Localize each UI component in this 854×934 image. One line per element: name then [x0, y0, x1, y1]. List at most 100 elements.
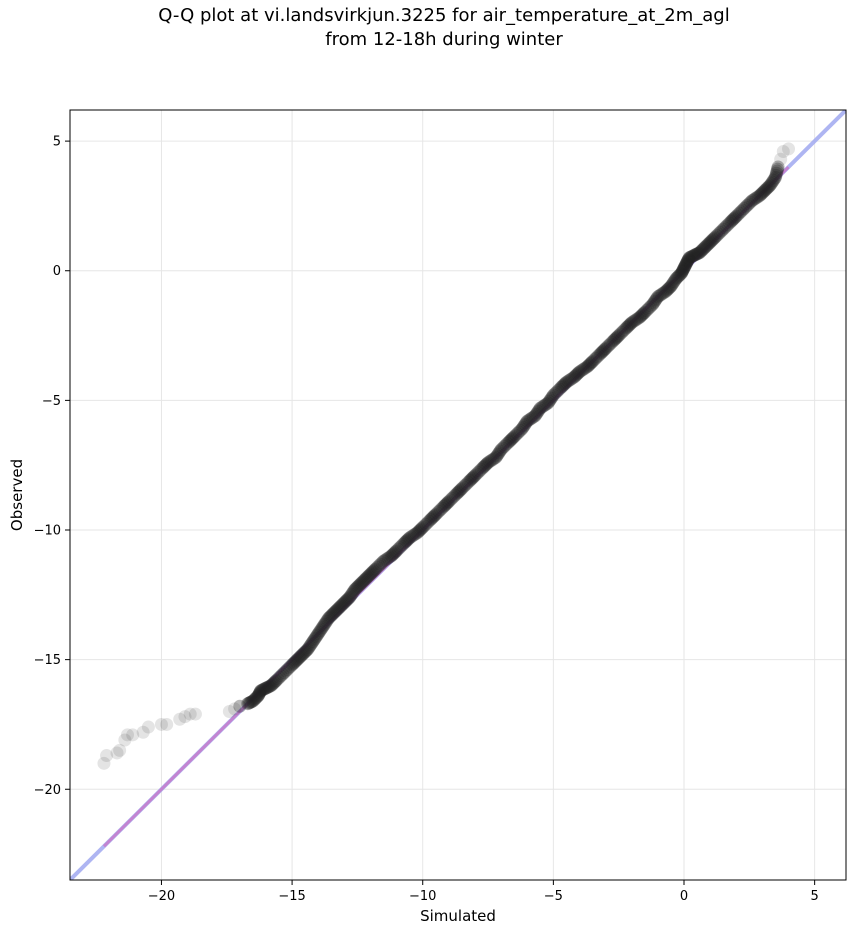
data-point	[433, 503, 447, 517]
data-point	[310, 628, 324, 642]
data-point	[438, 499, 452, 513]
data-point	[536, 399, 550, 413]
data-point	[293, 650, 307, 664]
data-point	[502, 435, 516, 449]
data-point	[602, 338, 616, 352]
data-point	[620, 321, 634, 335]
data-point	[419, 517, 433, 531]
data-point	[393, 541, 407, 555]
data-point	[628, 314, 642, 328]
data-point	[305, 636, 319, 650]
data-point	[284, 659, 298, 673]
data-point	[493, 444, 507, 458]
data-point	[531, 404, 545, 418]
data-point	[402, 532, 416, 546]
data-point	[487, 451, 501, 465]
data-point	[271, 672, 285, 686]
data-point	[648, 294, 662, 308]
data-point	[299, 644, 313, 658]
data-point	[675, 264, 689, 278]
data-point	[343, 590, 357, 604]
data-point	[592, 348, 606, 362]
data-point	[332, 601, 346, 615]
data-point	[782, 142, 796, 156]
data-point	[729, 209, 743, 223]
data-point	[454, 483, 468, 497]
data-point	[698, 240, 712, 254]
data-point	[344, 589, 358, 603]
data-point	[694, 245, 708, 259]
data-point	[435, 501, 449, 515]
data-point	[154, 717, 168, 731]
data-point	[757, 184, 771, 198]
data-point	[426, 511, 440, 525]
data-point	[338, 595, 352, 609]
data-point	[594, 346, 608, 360]
data-point	[323, 610, 337, 624]
data-point	[497, 440, 511, 454]
data-point	[367, 564, 381, 578]
data-point	[770, 164, 784, 178]
data-point	[586, 354, 600, 368]
data-point	[736, 203, 750, 217]
data-point	[657, 286, 671, 300]
data-point	[260, 681, 274, 695]
data-point	[383, 550, 397, 564]
data-point	[342, 591, 356, 605]
data-point	[241, 697, 255, 711]
data-point	[507, 430, 521, 444]
data-point	[311, 627, 325, 641]
data-point	[679, 257, 693, 271]
data-point	[313, 624, 327, 638]
data-point	[301, 642, 315, 656]
data-point	[252, 687, 266, 701]
data-point	[288, 655, 302, 669]
data-point	[538, 398, 552, 412]
data-point	[403, 531, 417, 545]
data-point	[728, 210, 742, 224]
data-point	[543, 393, 557, 407]
x-tick-label: 5	[811, 889, 819, 904]
data-point	[349, 582, 363, 596]
data-point	[391, 542, 405, 556]
y-axis-label: Observed	[8, 459, 26, 531]
data-point	[689, 248, 703, 262]
data-point	[251, 689, 265, 703]
data-point	[739, 200, 753, 214]
data-point	[447, 490, 461, 504]
data-point	[743, 195, 757, 209]
data-point	[718, 221, 732, 235]
data-point	[363, 567, 377, 581]
data-point	[448, 488, 462, 502]
data-point	[319, 616, 333, 630]
data-point	[357, 573, 371, 587]
data-point	[314, 622, 328, 636]
data-point	[324, 609, 338, 623]
data-point	[678, 260, 692, 274]
data-point	[415, 521, 429, 535]
data-point	[638, 305, 652, 319]
data-point	[551, 384, 565, 398]
data-point	[243, 696, 257, 710]
data-point	[598, 343, 612, 357]
data-point	[595, 345, 609, 359]
data-point	[331, 602, 345, 616]
data-point	[760, 181, 774, 195]
data-point	[303, 639, 317, 653]
data-point	[765, 175, 779, 189]
data-point	[528, 409, 542, 423]
data-point	[312, 625, 326, 639]
data-point	[727, 211, 741, 225]
data-point	[369, 562, 383, 576]
data-point	[118, 733, 132, 747]
data-point	[695, 244, 709, 258]
data-point	[178, 710, 192, 724]
data-point	[424, 513, 438, 527]
data-point	[286, 657, 300, 671]
data-point	[522, 413, 536, 427]
data-point	[734, 205, 748, 219]
data-point	[768, 170, 782, 184]
data-point	[703, 235, 717, 249]
data-point	[473, 464, 487, 478]
